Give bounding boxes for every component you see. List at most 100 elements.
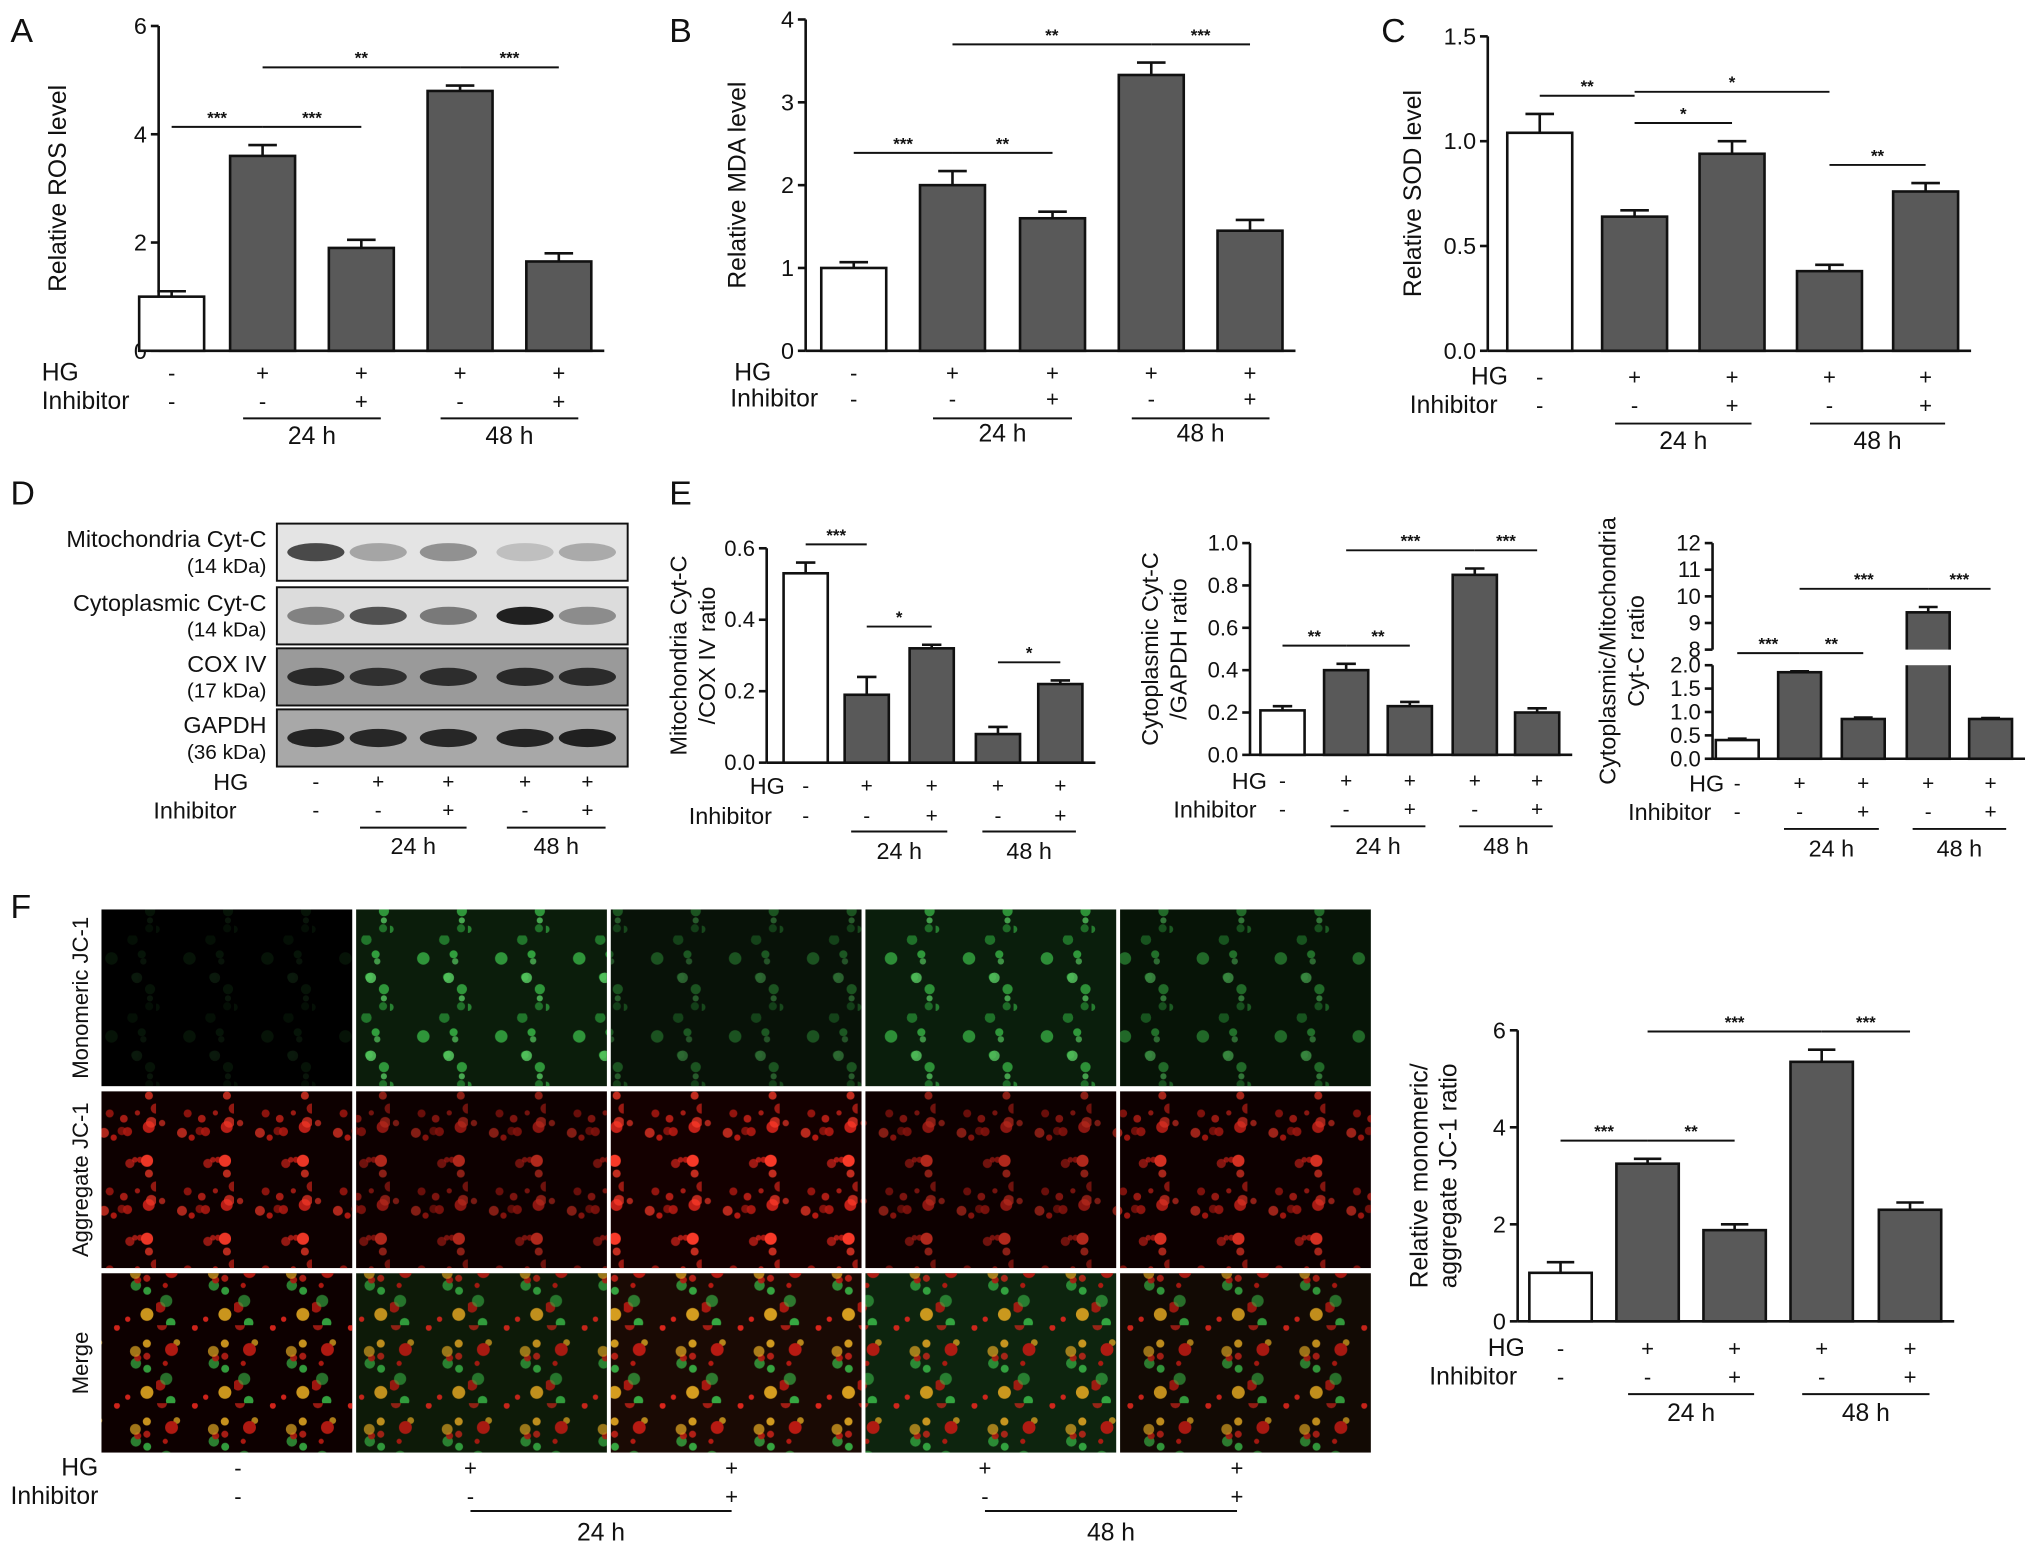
condition-sign: + bbox=[581, 799, 593, 822]
y-tick-label: 1.0 bbox=[1670, 699, 1701, 724]
error-bar bbox=[1525, 112, 1555, 133]
micrograph-cells bbox=[101, 1273, 353, 1453]
condition-sign: + bbox=[1904, 1336, 1917, 1361]
condition-sign: - bbox=[467, 1484, 474, 1509]
image-row-label: Monomeric JC-1 bbox=[68, 917, 93, 1079]
y-tick-label: 0.2 bbox=[1208, 700, 1239, 725]
bar bbox=[137, 295, 206, 353]
error-bar bbox=[1546, 1260, 1575, 1273]
error-bar bbox=[248, 143, 277, 156]
error-bar bbox=[1790, 669, 1810, 673]
condition-sign: - bbox=[863, 804, 870, 827]
significance-label: ** bbox=[1308, 627, 1322, 646]
condition-sign: + bbox=[1340, 769, 1352, 792]
significance-label: *** bbox=[1594, 1122, 1614, 1141]
y-tick-label: 2 bbox=[134, 230, 147, 256]
condition-sign: + bbox=[1046, 360, 1059, 385]
bar bbox=[327, 246, 396, 353]
significance-label: *** bbox=[302, 108, 322, 127]
error-bar bbox=[1272, 704, 1293, 711]
significance-label: * bbox=[1026, 644, 1033, 663]
blot-band bbox=[558, 728, 616, 748]
condition-sign: + bbox=[1815, 1336, 1828, 1361]
condition-sign: + bbox=[1726, 393, 1739, 418]
condition-label: Inhibitor bbox=[42, 388, 130, 415]
error-bar bbox=[1896, 1201, 1924, 1210]
error-bar bbox=[795, 561, 816, 574]
blot-band bbox=[496, 667, 554, 687]
blot-size: (36 kDa) bbox=[187, 741, 267, 764]
error-bar bbox=[1911, 181, 1940, 192]
micrograph-cells bbox=[610, 1091, 862, 1269]
error-bar bbox=[1400, 700, 1420, 707]
bar bbox=[1840, 717, 1886, 761]
micrograph-cells bbox=[101, 909, 353, 1087]
condition-sign: + bbox=[1728, 1365, 1741, 1390]
condition-sign: + bbox=[1857, 772, 1869, 795]
condition-sign: + bbox=[581, 771, 593, 794]
significance-label: ** bbox=[355, 49, 369, 68]
bar bbox=[843, 693, 891, 764]
y-tick-label: 1 bbox=[781, 255, 794, 281]
y-tick-label: 0.8 bbox=[1208, 573, 1239, 598]
y-axis-label: Relative monomeric/ bbox=[1407, 1063, 1434, 1288]
group-label: 48 h bbox=[1087, 1520, 1135, 1547]
y-tick-label: 0.5 bbox=[1444, 233, 1477, 259]
image-row-label: Merge bbox=[68, 1332, 93, 1395]
y-axis-label: aggregate JC-1 ratio bbox=[1435, 1063, 1462, 1288]
condition-sign: + bbox=[1823, 364, 1836, 389]
bar bbox=[1322, 668, 1370, 757]
condition-sign: + bbox=[1244, 360, 1257, 385]
condition-sign: + bbox=[256, 360, 269, 385]
condition-sign: + bbox=[355, 360, 368, 385]
y-tick-label: 0.4 bbox=[724, 607, 755, 632]
bar bbox=[1505, 131, 1574, 353]
condition-label: Inhibitor bbox=[1173, 796, 1256, 822]
panel-label: F bbox=[11, 888, 32, 926]
bar bbox=[1615, 1162, 1681, 1323]
significance-label: * bbox=[1729, 73, 1736, 92]
condition-sign: - bbox=[1734, 772, 1741, 795]
significance-label: *** bbox=[1854, 570, 1874, 589]
y-tick-label: 4 bbox=[781, 6, 794, 32]
condition-sign: + bbox=[1404, 769, 1416, 792]
blot-size: (17 kDa) bbox=[187, 680, 267, 703]
condition-sign: + bbox=[464, 1456, 477, 1481]
bar bbox=[1702, 1228, 1768, 1323]
significance-label: *** bbox=[893, 134, 913, 153]
condition-sign: + bbox=[1231, 1456, 1244, 1481]
y-axis-label: Cytoplasmic/Mitochondria bbox=[1594, 517, 1620, 785]
blot-band bbox=[496, 543, 554, 562]
condition-sign: - bbox=[312, 799, 319, 822]
blot-band bbox=[349, 543, 407, 562]
error-bar bbox=[1815, 263, 1844, 272]
micrograph-cells bbox=[865, 1091, 1117, 1269]
bar bbox=[525, 260, 593, 353]
micrograph-cells bbox=[1120, 909, 1371, 1087]
condition-sign: + bbox=[725, 1456, 738, 1481]
condition-sign: - bbox=[1148, 386, 1155, 411]
significance-label: *** bbox=[1856, 1013, 1876, 1032]
condition-label: HG bbox=[1689, 770, 1724, 796]
condition-sign: + bbox=[355, 389, 368, 414]
condition-sign: + bbox=[519, 771, 531, 794]
blot-band bbox=[349, 667, 407, 687]
bar bbox=[1600, 215, 1669, 353]
bar bbox=[1117, 73, 1186, 353]
bar bbox=[1259, 709, 1306, 757]
y-tick-label: 2 bbox=[781, 172, 794, 198]
y-tick-label: 0.0 bbox=[1670, 746, 1701, 771]
blot-band bbox=[496, 728, 554, 748]
condition-sign: + bbox=[1531, 798, 1543, 821]
error-bar bbox=[1853, 716, 1873, 720]
bar bbox=[228, 154, 297, 353]
condition-sign: + bbox=[926, 804, 938, 827]
bar bbox=[1877, 1208, 1943, 1323]
condition-sign: - bbox=[168, 389, 175, 414]
condition-sign: - bbox=[234, 1484, 241, 1509]
condition-label: Inhibitor bbox=[730, 385, 818, 412]
error-bar bbox=[921, 643, 942, 649]
condition-sign: - bbox=[456, 389, 463, 414]
error-bar bbox=[938, 169, 967, 186]
condition-sign: + bbox=[552, 360, 565, 385]
